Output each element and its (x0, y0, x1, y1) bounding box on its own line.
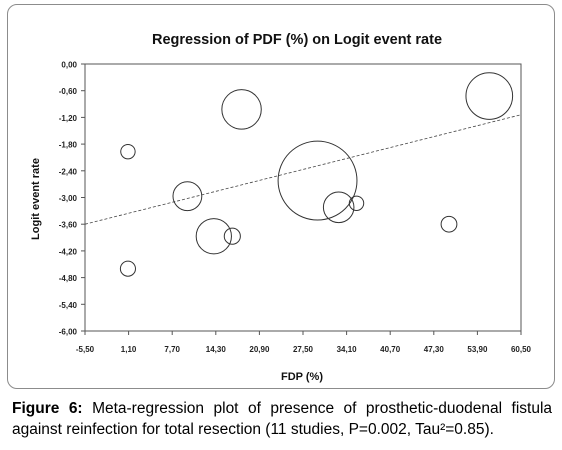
y-tick-label: -3,00 (59, 194, 78, 203)
x-tick-label: 1,10 (121, 345, 137, 354)
x-tick-label: 20,90 (249, 345, 270, 354)
x-tick-label: 40,70 (380, 345, 401, 354)
x-axis-label: FDP (%) (281, 371, 323, 383)
x-tick-label: 53,90 (467, 345, 488, 354)
x-tick-label: 34,10 (337, 345, 358, 354)
chart-title: Regression of PDF (%) on Logit event rat… (152, 32, 442, 48)
y-tick-label: -3,60 (59, 221, 78, 230)
x-tick-label: 60,50 (511, 345, 532, 354)
study-bubble (195, 218, 232, 255)
y-axis-label: Logit event rate (30, 158, 42, 240)
y-tick-label: -0,60 (59, 87, 78, 96)
y-tick-label: -1,20 (59, 114, 78, 123)
study-bubble (440, 215, 458, 233)
x-tick-label: 14,30 (206, 345, 227, 354)
y-tick-label: -4,80 (59, 274, 78, 283)
study-bubble (277, 140, 358, 221)
study-bubble (119, 260, 136, 277)
x-tick-label: 47,30 (424, 345, 445, 354)
study-bubble (120, 143, 136, 160)
study-bubble (322, 191, 355, 224)
caption-text: Meta-regression plot of presence of pros… (12, 400, 553, 438)
y-tick-label: -1,80 (59, 141, 78, 150)
study-bubble (223, 227, 241, 245)
plot-frame (84, 63, 522, 332)
x-tick-label: -5,50 (76, 345, 95, 354)
y-tick-label: -2,40 (59, 167, 78, 176)
study-bubble (172, 181, 203, 212)
plot-area: 0,00 -0,60 -1,20 -1,80 -2,40 -3,00 -3,60 -4,20 -… (59, 61, 532, 355)
x-tick-label: 7,70 (164, 345, 180, 354)
figure-caption: Figure 6: Meta-regression plot of presen… (12, 398, 552, 440)
y-tick-label: -6,00 (59, 328, 78, 337)
study-bubble (348, 195, 365, 211)
x-tick-label: 27,50 (293, 345, 314, 354)
y-tick-label: -4,20 (59, 247, 78, 256)
study-bubble (221, 89, 262, 130)
y-tick-label: -5,40 (59, 301, 78, 310)
caption-label: Figure 6: (12, 400, 83, 417)
study-bubble (465, 72, 514, 120)
y-tick-label: 0,00 (61, 61, 77, 70)
regression-line (84, 114, 522, 225)
chart: Regression of PDF (%) on Logit event rat… (30, 32, 532, 383)
